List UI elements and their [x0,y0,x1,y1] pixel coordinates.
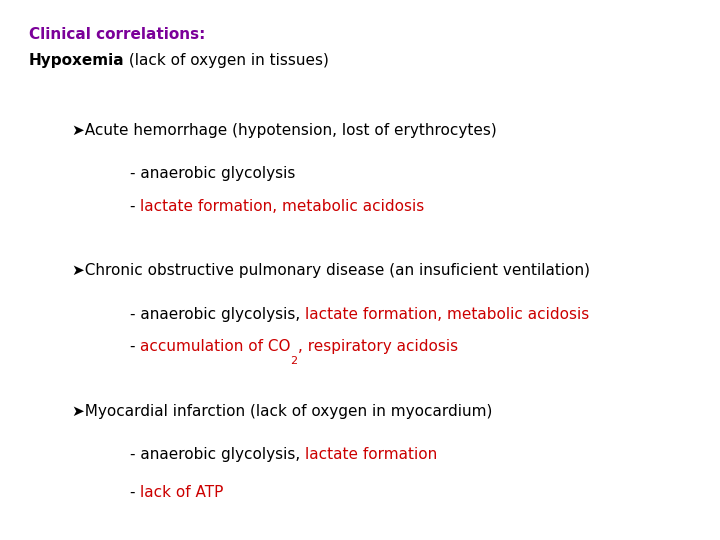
Text: lactate formation, metabolic acidosis: lactate formation, metabolic acidosis [140,199,424,214]
Text: - anaerobic glycolysis: - anaerobic glycolysis [130,166,295,181]
Text: lack of ATP: lack of ATP [140,485,223,500]
Text: Clinical correlations:: Clinical correlations: [29,27,205,42]
Text: ➤Acute hemorrhage (hypotension, lost of erythrocytes): ➤Acute hemorrhage (hypotension, lost of … [72,123,497,138]
Text: ➤Myocardial infarction (lack of oxygen in myocardium): ➤Myocardial infarction (lack of oxygen i… [72,404,492,419]
Text: -: - [130,199,140,214]
Text: ➤Chronic obstructive pulmonary disease (an insuficient ventilation): ➤Chronic obstructive pulmonary disease (… [72,264,590,279]
Text: lactate formation: lactate formation [305,447,437,462]
Text: - anaerobic glycolysis,: - anaerobic glycolysis, [130,307,305,322]
Text: accumulation of CO: accumulation of CO [140,339,290,354]
Text: lactate formation, metabolic acidosis: lactate formation, metabolic acidosis [305,307,589,322]
Text: -: - [130,485,140,500]
Text: (lack of oxygen in tissues): (lack of oxygen in tissues) [125,53,329,68]
Text: , respiratory acidosis: , respiratory acidosis [297,339,458,354]
Text: Hypoxemia: Hypoxemia [29,53,125,68]
Text: 2: 2 [290,356,297,367]
Text: -: - [130,339,140,354]
Text: - anaerobic glycolysis,: - anaerobic glycolysis, [130,447,305,462]
